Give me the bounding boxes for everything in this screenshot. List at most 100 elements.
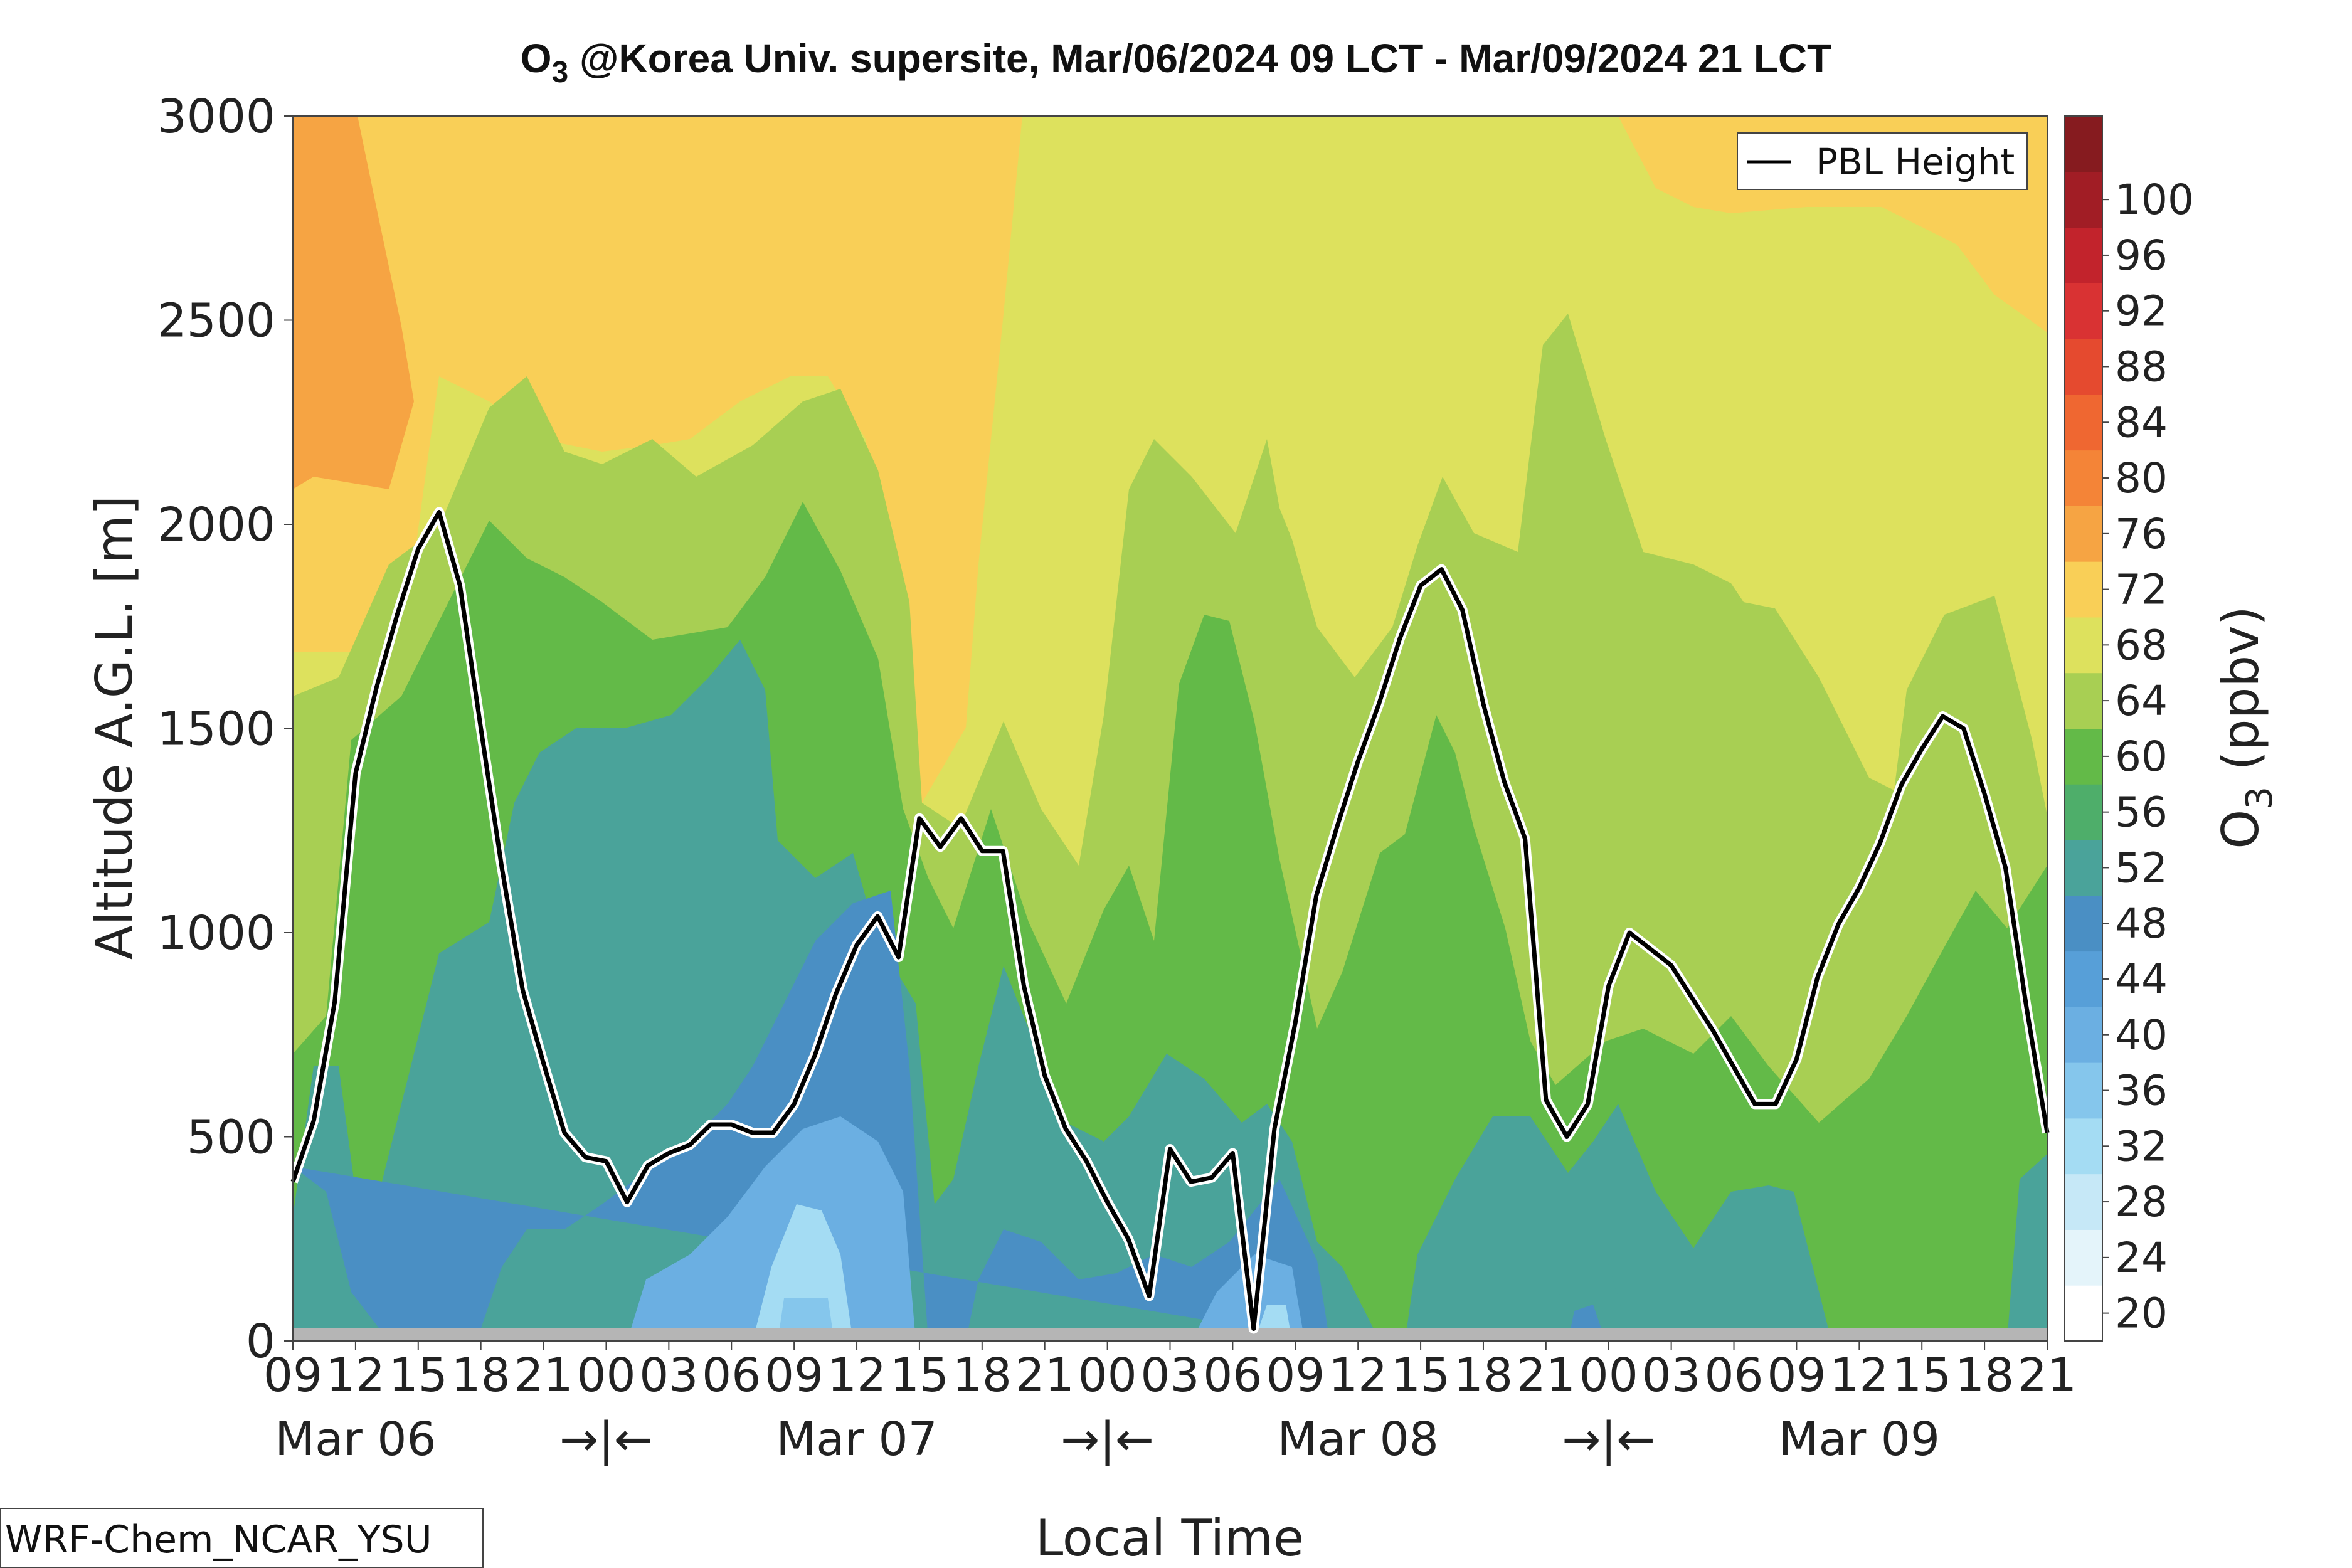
x-tick-label: 12	[1830, 1348, 1888, 1402]
day-separator: →|←	[1061, 1412, 1154, 1466]
colorbar-tick-label: 96	[2115, 231, 2168, 280]
x-tick-label: 12	[326, 1348, 385, 1402]
colorbar-tick-label: 68	[2115, 621, 2168, 669]
x-tick-label: 06	[1704, 1348, 1763, 1402]
y-tick-label: 2000	[157, 498, 275, 552]
colorbar-tick-label: 92	[2115, 287, 2168, 336]
x-axis-day-labels: Mar 06 →|← Mar 07 →|← Mar 08 →|← Mar 09	[275, 1412, 1940, 1466]
colorbar-swatch	[2065, 840, 2102, 896]
colorbar-frame	[2064, 115, 2103, 1342]
colorbar-tick-label: 32	[2115, 1122, 2168, 1170]
contour-band-68	[293, 116, 1022, 803]
legend: PBL Height	[1737, 132, 2028, 190]
contour-field	[288, 116, 2052, 1341]
colorbar-tick-label: 88	[2115, 342, 2168, 391]
contour-band-72	[293, 116, 414, 489]
colorbar-tick-label: 28	[2115, 1178, 2168, 1226]
colorbar-swatch	[2065, 450, 2102, 506]
colorbar-swatch	[2065, 1229, 2102, 1286]
colorbar-swatch	[2065, 506, 2102, 562]
colorbar-swatch	[2065, 672, 2102, 729]
colorbar-swatch	[2065, 116, 2102, 172]
colorbar-swatch	[2065, 784, 2102, 840]
y-tick-label: 500	[187, 1111, 275, 1165]
colorbar-swatch	[2065, 339, 2102, 395]
colorbar-tick-label: 72	[2115, 566, 2168, 614]
colorbar-tick-label: 36	[2115, 1067, 2168, 1115]
chart-title: O3 @Korea Univ. supersite, Mar/06/2024 0…	[521, 36, 1832, 89]
y-axis-label: Altitude A.G.L. [m]	[85, 495, 144, 960]
y-axis-ticks: 0 500 1000 1500 2000 2500 3000	[157, 90, 293, 1369]
colorbar-tick-label: 64	[2115, 677, 2168, 725]
colorbar-tick-label: 48	[2115, 899, 2168, 948]
day-label: Mar 09	[1779, 1412, 1940, 1466]
colorbar-tick-label: 80	[2115, 454, 2168, 502]
x-tick-label: 00	[576, 1348, 635, 1402]
colorbar-tick-label: 84	[2115, 398, 2168, 447]
x-tick-label: 09	[263, 1348, 322, 1402]
colorbar-label: O3 (ppbv)	[2212, 606, 2280, 849]
y-tick-label: 1500	[157, 702, 275, 756]
colorbar-swatch	[2065, 1062, 2102, 1119]
x-tick-label: 12	[1328, 1348, 1387, 1402]
colorbar-tick-label: 76	[2115, 510, 2168, 558]
x-tick-label: 18	[1955, 1348, 2014, 1402]
colorbar-swatch	[2065, 1285, 2102, 1342]
x-tick-label: 03	[1140, 1348, 1199, 1402]
colorbar-tick-label: 56	[2115, 788, 2168, 837]
y-tick-label: 1000	[157, 906, 275, 960]
x-tick-label: 15	[1391, 1348, 1450, 1402]
x-tick-label: 09	[1266, 1348, 1325, 1402]
day-label: Mar 07	[776, 1412, 937, 1466]
source-box	[0, 1508, 484, 1568]
x-tick-label: 00	[1579, 1348, 1638, 1402]
contour-band-48	[293, 891, 1330, 1341]
colorbar-tick-label: 100	[2115, 176, 2194, 224]
pbl-height-line	[290, 510, 2050, 1331]
x-tick-label: 21	[1015, 1348, 1074, 1402]
x-tick-label: 09	[1767, 1348, 1826, 1402]
colorbar-swatch	[2065, 1173, 2102, 1230]
day-label: Mar 08	[1278, 1412, 1439, 1466]
x-tick-label: 21	[514, 1348, 573, 1402]
x-tick-label: 18	[452, 1348, 511, 1402]
x-tick-label: 06	[1203, 1348, 1262, 1402]
colorbar-swatch	[2065, 728, 2102, 785]
day-separator: →|←	[1562, 1412, 1655, 1466]
legend-pbl-label: PBL Height	[1816, 140, 2015, 183]
colorbar-swatch	[2065, 951, 2102, 1007]
day-separator: →|←	[559, 1412, 653, 1466]
colorbar-swatch	[2065, 1118, 2102, 1175]
colorbar-tick-label: 44	[2115, 955, 2168, 1004]
colorbar-swatch	[2065, 283, 2102, 339]
source-label: WRF-Chem_NCAR_YSU	[5, 1518, 432, 1562]
x-tick-label: 12	[827, 1348, 886, 1402]
x-tick-label: 18	[953, 1348, 1012, 1402]
colorbar-swatch	[2065, 895, 2102, 952]
colorbar: 20 24 28 32 36 40 44 48 52 56 60 64 68 72 76 80 84 88 92 96…	[2064, 115, 2194, 1342]
x-tick-label: 15	[389, 1348, 448, 1402]
pbl-line-group	[288, 507, 2052, 1334]
colorbar-swatch	[2065, 171, 2102, 228]
x-tick-label: 21	[2018, 1348, 2077, 1402]
colorbar-tick-label: 60	[2115, 733, 2168, 781]
x-tick-label: 00	[1078, 1348, 1137, 1402]
x-tick-label: 18	[1454, 1348, 1513, 1402]
colorbar-tick-label: 40	[2115, 1011, 2168, 1059]
x-tick-label: 15	[890, 1348, 949, 1402]
colorbar-swatch	[2065, 394, 2102, 451]
y-tick-label: 3000	[157, 90, 275, 144]
colorbar-swatch	[2065, 227, 2102, 283]
x-axis-label: Local Time	[1036, 1509, 1305, 1567]
colorbar-swatch	[2065, 1007, 2102, 1063]
ground-strip	[293, 1328, 2047, 1341]
x-tick-label: 03	[1642, 1348, 1701, 1402]
y-tick-label: 2500	[157, 294, 275, 348]
y-tick-label: 0	[246, 1315, 275, 1369]
x-tick-label: 21	[1517, 1348, 1576, 1402]
x-tick-label: 15	[1892, 1348, 1951, 1402]
day-label: Mar 06	[275, 1412, 436, 1466]
colorbar-tick-label: 52	[2115, 844, 2168, 892]
x-axis-ticks: 09 12 15 18 21 00 03 06 09 12 15 18 21 00 03 06 09 12 15 18…	[263, 1341, 2077, 1402]
